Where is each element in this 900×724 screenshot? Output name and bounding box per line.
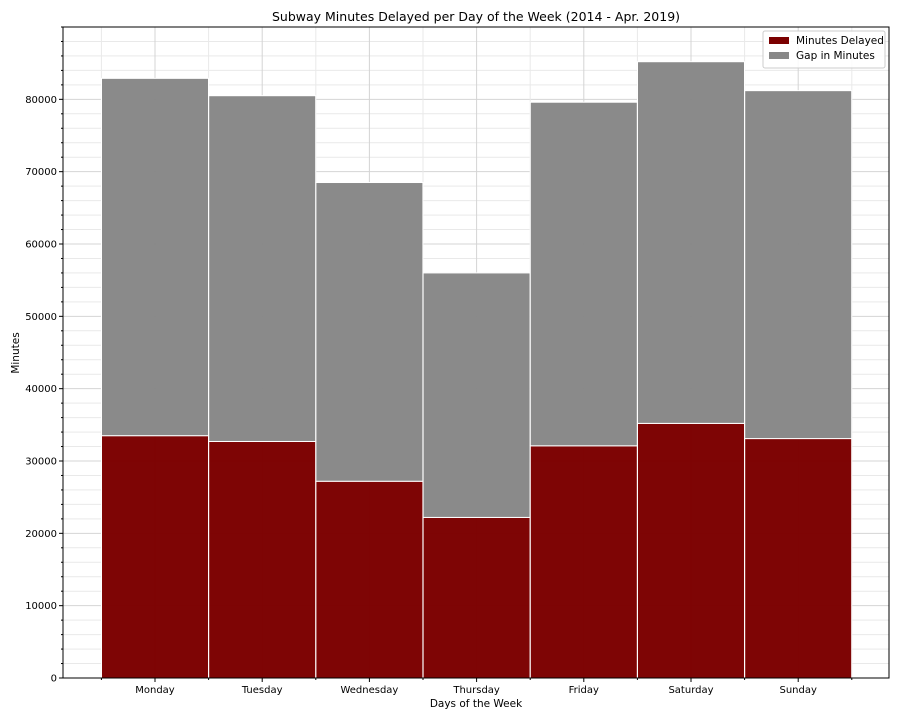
legend: Minutes Delayed Gap in Minutes xyxy=(762,30,886,69)
legend-swatch-gap-in-minutes xyxy=(769,52,789,59)
bars xyxy=(101,61,853,679)
bar-minutes-delayed-monday xyxy=(101,435,209,679)
y-tick-label: 70000 xyxy=(25,167,57,178)
x-tick-label: Saturday xyxy=(668,685,713,696)
bar-gap-in-minutes-tuesday xyxy=(208,95,317,442)
bar-gap-in-minutes-friday xyxy=(529,101,638,447)
bar-minutes-delayed-tuesday xyxy=(208,440,317,679)
y-tick-label: 50000 xyxy=(25,312,57,323)
bar-minutes-delayed-saturday xyxy=(637,422,745,679)
y-tick-label: 40000 xyxy=(25,384,57,395)
legend-swatch-minutes-delayed xyxy=(769,37,789,44)
bar-gap-in-minutes-wednesday xyxy=(315,182,424,482)
x-tick-label: Tuesday xyxy=(241,685,283,696)
legend-label-gap-in-minutes: Gap in Minutes xyxy=(796,50,875,62)
chart-title: Subway Minutes Delayed per Day of the We… xyxy=(272,9,680,24)
bar-minutes-delayed-thursday xyxy=(422,516,531,679)
legend-frame xyxy=(762,30,886,69)
y-tick-label: 20000 xyxy=(25,529,57,540)
y-tick-label: 60000 xyxy=(25,240,57,251)
bar-minutes-delayed-friday xyxy=(529,445,638,679)
axes xyxy=(59,26,890,682)
x-tick-label: Wednesday xyxy=(340,685,398,696)
bar-gap-in-minutes-thursday xyxy=(422,272,531,518)
bar-gap-in-minutes-sunday xyxy=(744,90,853,440)
bar-minutes-delayed-sunday xyxy=(744,438,853,679)
x-tick-label: Sunday xyxy=(779,685,816,696)
bar-minutes-delayed-wednesday xyxy=(315,480,424,679)
bar-gap-in-minutes-monday xyxy=(101,77,209,437)
y-axis-label: Minutes xyxy=(10,332,22,373)
legend-label-minutes-delayed: Minutes Delayed xyxy=(796,35,884,47)
x-axis-label: Days of the Week xyxy=(430,698,523,710)
y-tick-label: 80000 xyxy=(25,95,57,106)
x-tick-label: Friday xyxy=(569,685,599,696)
y-tick-label: 0 xyxy=(51,674,57,685)
tick-labels: 0 10000 20000 30000 40000 50000 60000 70000 8000… xyxy=(25,95,817,696)
y-tick-label: 30000 xyxy=(25,457,57,468)
y-tick-label: 10000 xyxy=(25,601,57,612)
plot-frame xyxy=(62,26,890,679)
x-tick-label: Monday xyxy=(135,685,175,696)
bar-gap-in-minutes-saturday xyxy=(637,61,745,424)
x-tick-label: Thursday xyxy=(452,685,500,696)
